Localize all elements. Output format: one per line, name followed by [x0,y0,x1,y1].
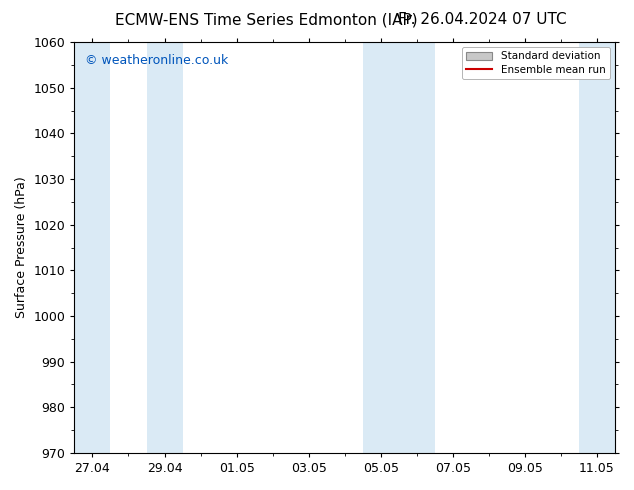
Text: © weatheronline.co.uk: © weatheronline.co.uk [85,54,228,68]
Bar [363,42,435,453]
Text: ECMW-ENS Time Series Edmonton (IAP): ECMW-ENS Time Series Edmonton (IAP) [115,12,418,27]
Y-axis label: Surface Pressure (hPa): Surface Pressure (hPa) [15,176,28,318]
Legend: Standard deviation, Ensemble mean run: Standard deviation, Ensemble mean run [462,47,610,79]
Text: Fr. 26.04.2024 07 UTC: Fr. 26.04.2024 07 UTC [398,12,566,27]
Bar [74,42,110,453]
Bar [579,42,615,453]
Bar [146,42,183,453]
